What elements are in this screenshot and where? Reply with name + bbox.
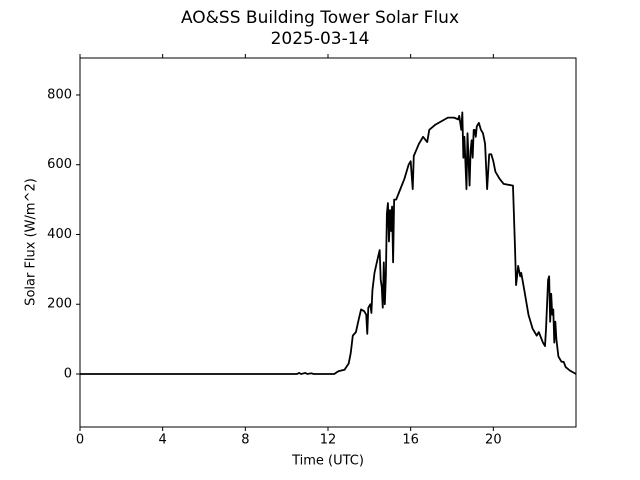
x-tick-label: 16 — [402, 433, 419, 448]
x-tick-label: 12 — [320, 433, 337, 448]
y-tick-label: 200 — [47, 297, 72, 312]
x-axis-label: Time (UTC) — [291, 454, 364, 469]
x-tick-label: 4 — [159, 433, 167, 448]
flux-line — [80, 111, 577, 375]
y-axis-label: Solar Flux (W/m^2) — [24, 178, 39, 306]
x-tick-label: 20 — [485, 433, 502, 448]
chart-subtitle: 2025-03-14 — [271, 29, 370, 49]
chart-title: AO&SS Building Tower Solar Flux — [181, 8, 459, 28]
plot-frame — [79, 57, 577, 428]
y-tick-label: 400 — [47, 227, 72, 242]
x-tick-label: 0 — [76, 433, 84, 448]
y-tick-label: 600 — [47, 157, 72, 172]
y-tick-label: 0 — [64, 366, 72, 381]
x-tick-label: 8 — [241, 433, 249, 448]
y-tick-label: 800 — [47, 87, 72, 102]
